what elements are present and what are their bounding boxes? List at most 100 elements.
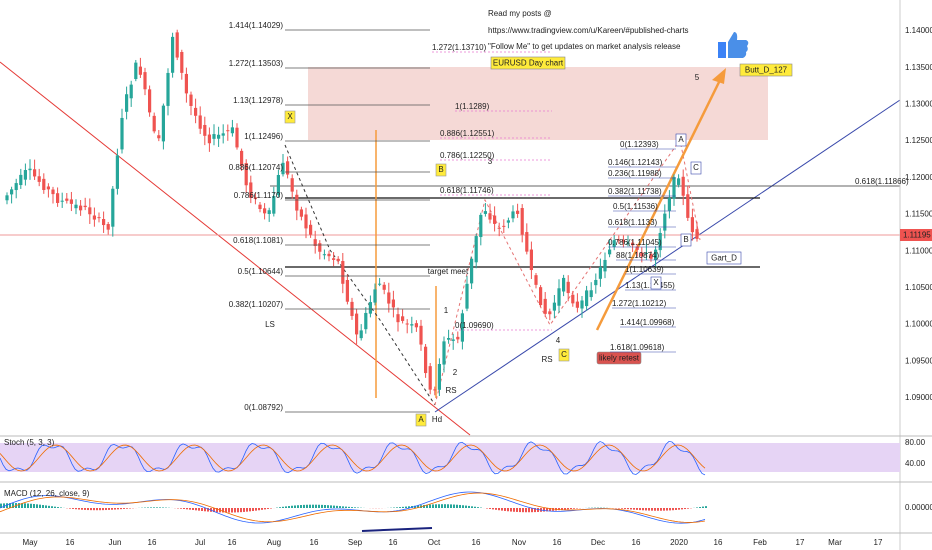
candle — [171, 36, 175, 73]
fib-label: 0.886(1.12551) — [440, 129, 495, 138]
macd-bar — [489, 508, 491, 509]
header-text: "Follow Me" to get updates on market ana… — [488, 42, 681, 51]
macd-bar — [339, 506, 341, 508]
fib-label: 0(1.09690) — [455, 321, 494, 330]
candle — [253, 197, 257, 199]
candle — [88, 207, 92, 215]
macd-bar — [96, 508, 98, 511]
pattern-label: X — [287, 112, 293, 121]
stoch-tick: 40.00 — [905, 459, 926, 468]
fib-label: 0.5(1.10644) — [238, 267, 284, 276]
macd-bar — [570, 508, 572, 510]
pattern-label: LS — [265, 320, 275, 329]
macd-bar — [423, 504, 425, 508]
candle — [92, 215, 96, 220]
candle — [304, 214, 308, 229]
macd-bar — [84, 508, 86, 510]
candle — [690, 217, 694, 233]
time-tick: 16 — [714, 538, 723, 547]
macd-bar — [150, 507, 152, 508]
macd-bar — [330, 505, 332, 508]
stoch-k — [0, 440, 706, 476]
macd-bar — [462, 505, 464, 508]
macd-bar — [285, 506, 287, 508]
candle — [594, 279, 598, 286]
macd-bar — [189, 508, 191, 510]
macd-bar — [48, 505, 50, 508]
macd-bar — [534, 508, 536, 513]
candle — [318, 243, 322, 252]
macd-bar — [342, 506, 344, 508]
badge — [490, 56, 566, 70]
macd-tick: 0.00000 — [905, 503, 932, 512]
macd-bar — [672, 508, 674, 511]
pattern-label: C — [561, 350, 567, 359]
macd-bar — [450, 504, 452, 508]
time-tick: 16 — [148, 538, 157, 547]
fib-label: 0.236(1.11988) — [608, 169, 662, 178]
candle — [138, 66, 142, 75]
price-tick: 1.11000 — [905, 246, 932, 255]
fib-label: 0.382(1.10207) — [229, 300, 284, 309]
macd-bar — [324, 505, 326, 508]
macd-bar — [18, 503, 20, 508]
candle — [203, 124, 207, 136]
pattern-label: 3 — [488, 157, 493, 166]
badge-text: Gart_D — [711, 254, 737, 263]
candle — [525, 232, 529, 252]
fib-label: 88(1.10874) — [616, 251, 659, 260]
macd-bar — [156, 507, 158, 508]
divergence — [361, 527, 433, 532]
time-tick: Feb — [753, 538, 767, 547]
macd-bar — [654, 508, 656, 511]
candle — [244, 163, 248, 186]
candle — [263, 208, 267, 214]
candle — [681, 176, 685, 196]
macd-bar — [120, 508, 122, 510]
candle — [493, 215, 497, 224]
macd-bar — [537, 508, 539, 512]
time-tick: Jun — [109, 538, 122, 547]
macd-bar — [663, 508, 665, 511]
candle — [516, 210, 520, 214]
macd-bar — [453, 504, 455, 508]
candle — [511, 211, 515, 219]
macd-bar — [309, 504, 311, 508]
candle — [322, 254, 326, 256]
badge-text: EURUSD Day chart — [493, 59, 564, 68]
candle — [442, 341, 446, 365]
macd-bar — [432, 504, 434, 508]
label-box — [435, 163, 447, 177]
macd-bar — [9, 503, 11, 508]
macd-bar — [159, 507, 161, 508]
candle — [419, 325, 423, 345]
macd-bar — [459, 504, 461, 508]
candle — [562, 277, 566, 292]
badge — [706, 251, 742, 265]
macd-bar — [3, 503, 5, 508]
macd-bar — [306, 504, 308, 508]
macd-bar — [636, 508, 638, 510]
price-tick: 1.10000 — [905, 320, 932, 329]
candle — [621, 239, 625, 242]
candle — [134, 62, 138, 80]
macd-bar — [348, 506, 350, 508]
macd-bar — [252, 508, 254, 512]
candle — [654, 249, 658, 260]
price-tick: 1.14000 — [905, 26, 932, 35]
candle — [120, 117, 124, 150]
pattern-label: RS — [445, 386, 456, 395]
pattern-label: X — [653, 278, 659, 287]
candle — [465, 283, 469, 309]
candle — [115, 155, 119, 189]
macd-bar — [573, 508, 575, 509]
candle — [226, 130, 230, 132]
candle — [258, 204, 262, 209]
macd-bar — [78, 508, 80, 510]
candle — [529, 249, 533, 271]
fib-label: 0.786(1.11045) — [608, 238, 662, 247]
candle — [341, 261, 345, 284]
candle — [474, 236, 478, 263]
fib-label: 0.618(1.11746) — [440, 186, 494, 195]
macd-bar — [249, 508, 251, 512]
